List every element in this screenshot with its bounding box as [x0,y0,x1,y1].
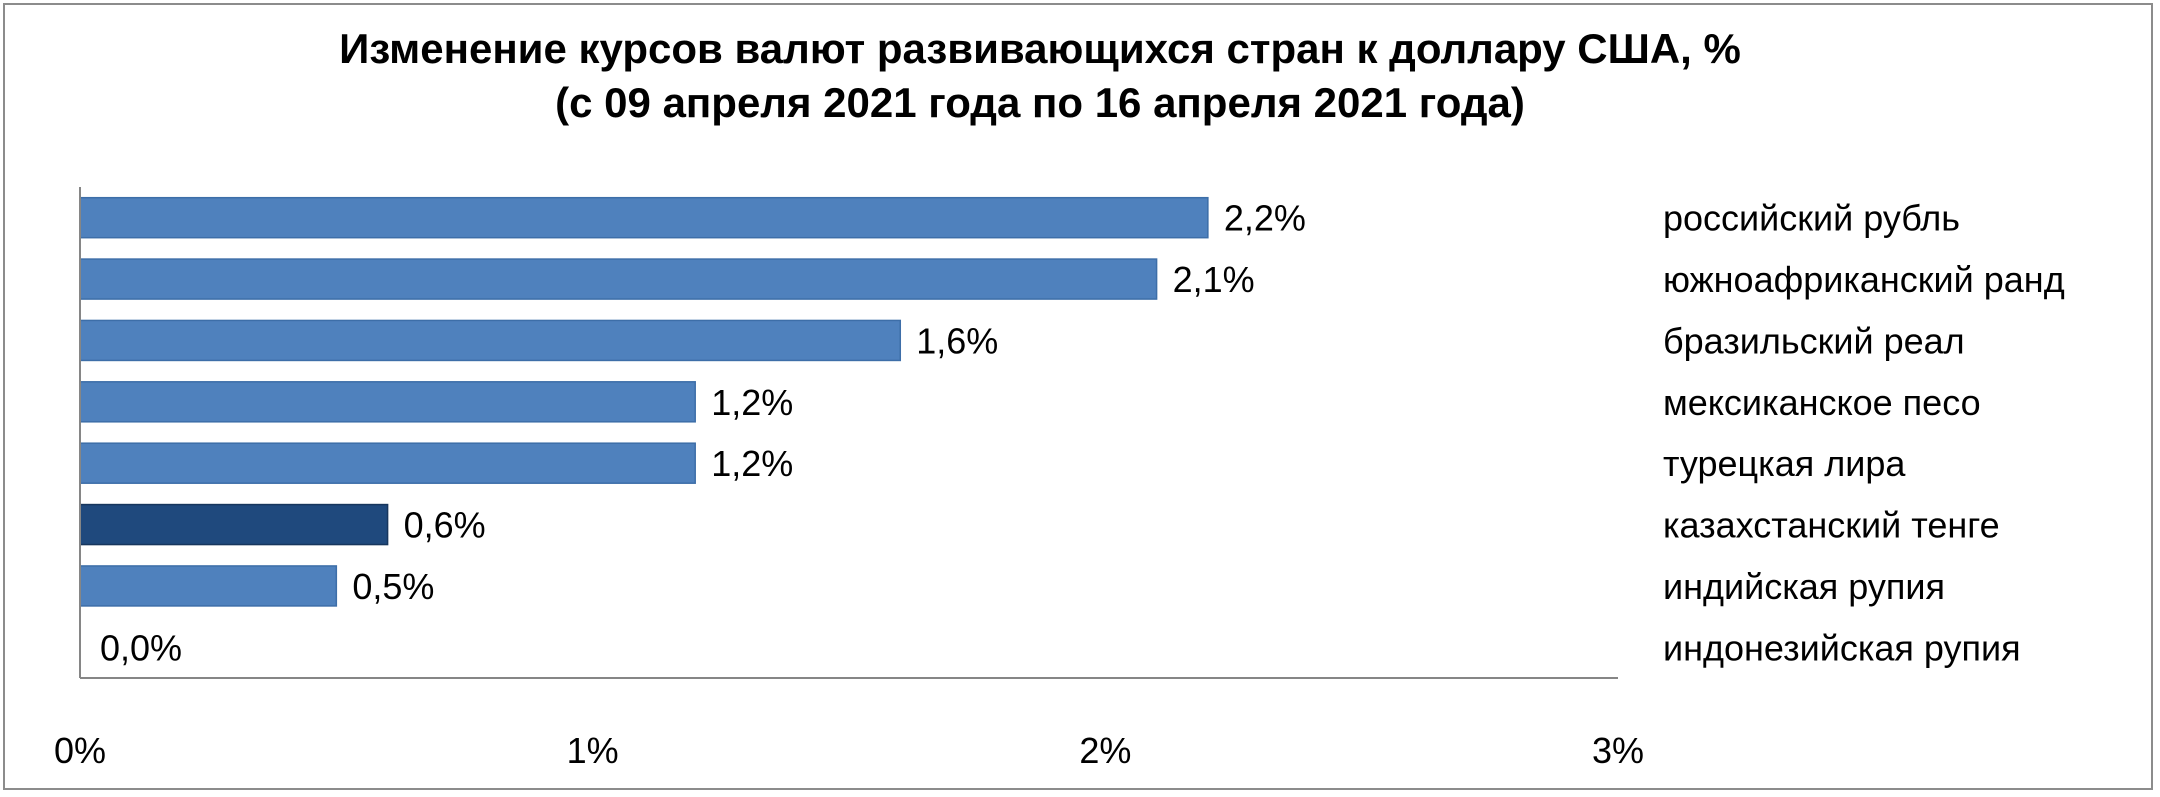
data-label-3: 1,2% [711,382,793,423]
bar-6 [79,565,338,607]
category-label-7: индонезийская рупия [1663,627,2021,668]
category-label-0: российский рубль [1663,198,1960,239]
bar-0 [79,196,1209,239]
x-tick-label-3: 3% [1592,730,1644,771]
category-label-2: бразильский реал [1663,320,1965,361]
bars-group [79,196,1209,607]
category-label-1: южноафриканский ранд [1663,259,2065,300]
x-tick-label-0: 0% [54,730,106,771]
data-label-7: 0,0% [100,627,182,668]
chart-title: Изменение курсов валют развивающихся стр… [339,25,1741,126]
data-label-5: 0,6% [404,505,486,546]
bar-5 [79,503,389,546]
axes-group: 0% 1% 2% 3% [54,187,1644,771]
category-label-4: турецкая лира [1663,443,1906,484]
bar-3 [79,381,696,423]
bar-1 [79,258,1158,300]
x-tick-label-2: 2% [1079,730,1131,771]
data-label-2: 1,6% [916,320,998,361]
category-label-5: казахстанский тенге [1663,505,2000,546]
data-label-4: 1,2% [711,443,793,484]
x-tick-label-1: 1% [567,730,619,771]
data-label-1: 2,1% [1173,259,1255,300]
bar-2 [79,319,902,362]
category-label-6: индийская рупия [1663,566,1945,607]
data-label-6: 0,5% [352,566,434,607]
labels-group: 2,2% российский рубль 2,1% южноафриканский … [100,198,2065,669]
category-label-3: мексиканское песо [1663,382,1981,423]
data-label-0: 2,2% [1224,198,1306,239]
bar-4 [79,442,696,484]
